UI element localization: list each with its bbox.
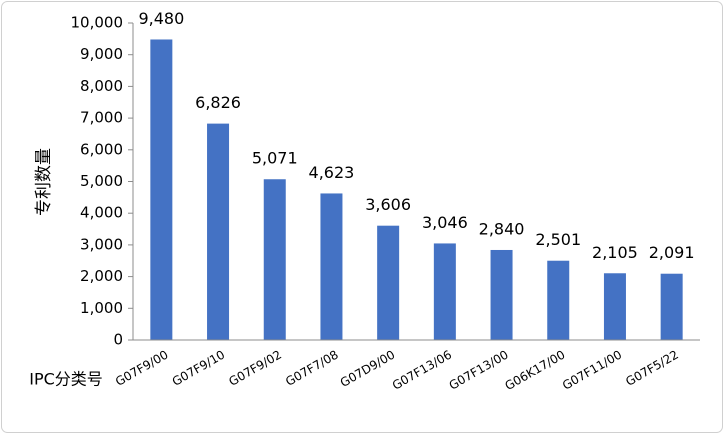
value-label: 9,480 (138, 9, 184, 28)
value-label: 6,826 (195, 93, 241, 112)
value-label: 2,840 (479, 219, 525, 238)
value-label: 5,071 (252, 149, 298, 168)
bar (207, 123, 230, 340)
y-tick-label: 3,000 (80, 235, 123, 253)
y-tick-label: 6,000 (80, 140, 123, 158)
y-axis-label: 专利数量 (34, 148, 54, 216)
bar (660, 273, 683, 340)
bar (490, 249, 513, 340)
value-label: 3,606 (365, 195, 411, 214)
y-tick-label: 9,000 (80, 45, 123, 63)
value-label: 3,046 (422, 213, 468, 232)
value-label: 4,623 (309, 163, 355, 182)
bar (603, 273, 626, 340)
y-tick-label: 10,000 (71, 14, 124, 32)
y-tick-label: 7,000 (80, 109, 123, 127)
y-tick-label: 2,000 (80, 267, 123, 285)
y-tick-label: 0 (113, 331, 123, 349)
bar (377, 225, 400, 340)
bar (433, 243, 456, 340)
x-axis-label: IPC分类号 (29, 370, 103, 389)
bar (150, 39, 173, 340)
value-label: 2,091 (649, 243, 695, 262)
y-tick-label: 5,000 (80, 172, 123, 190)
bar (263, 179, 286, 340)
bar (547, 260, 570, 340)
y-tick-label: 8,000 (80, 77, 123, 95)
y-tick-label: 1,000 (80, 299, 123, 317)
value-label: 2,501 (535, 230, 581, 249)
bar (320, 193, 343, 340)
value-label: 2,105 (592, 243, 638, 262)
y-tick-label: 4,000 (80, 204, 123, 222)
